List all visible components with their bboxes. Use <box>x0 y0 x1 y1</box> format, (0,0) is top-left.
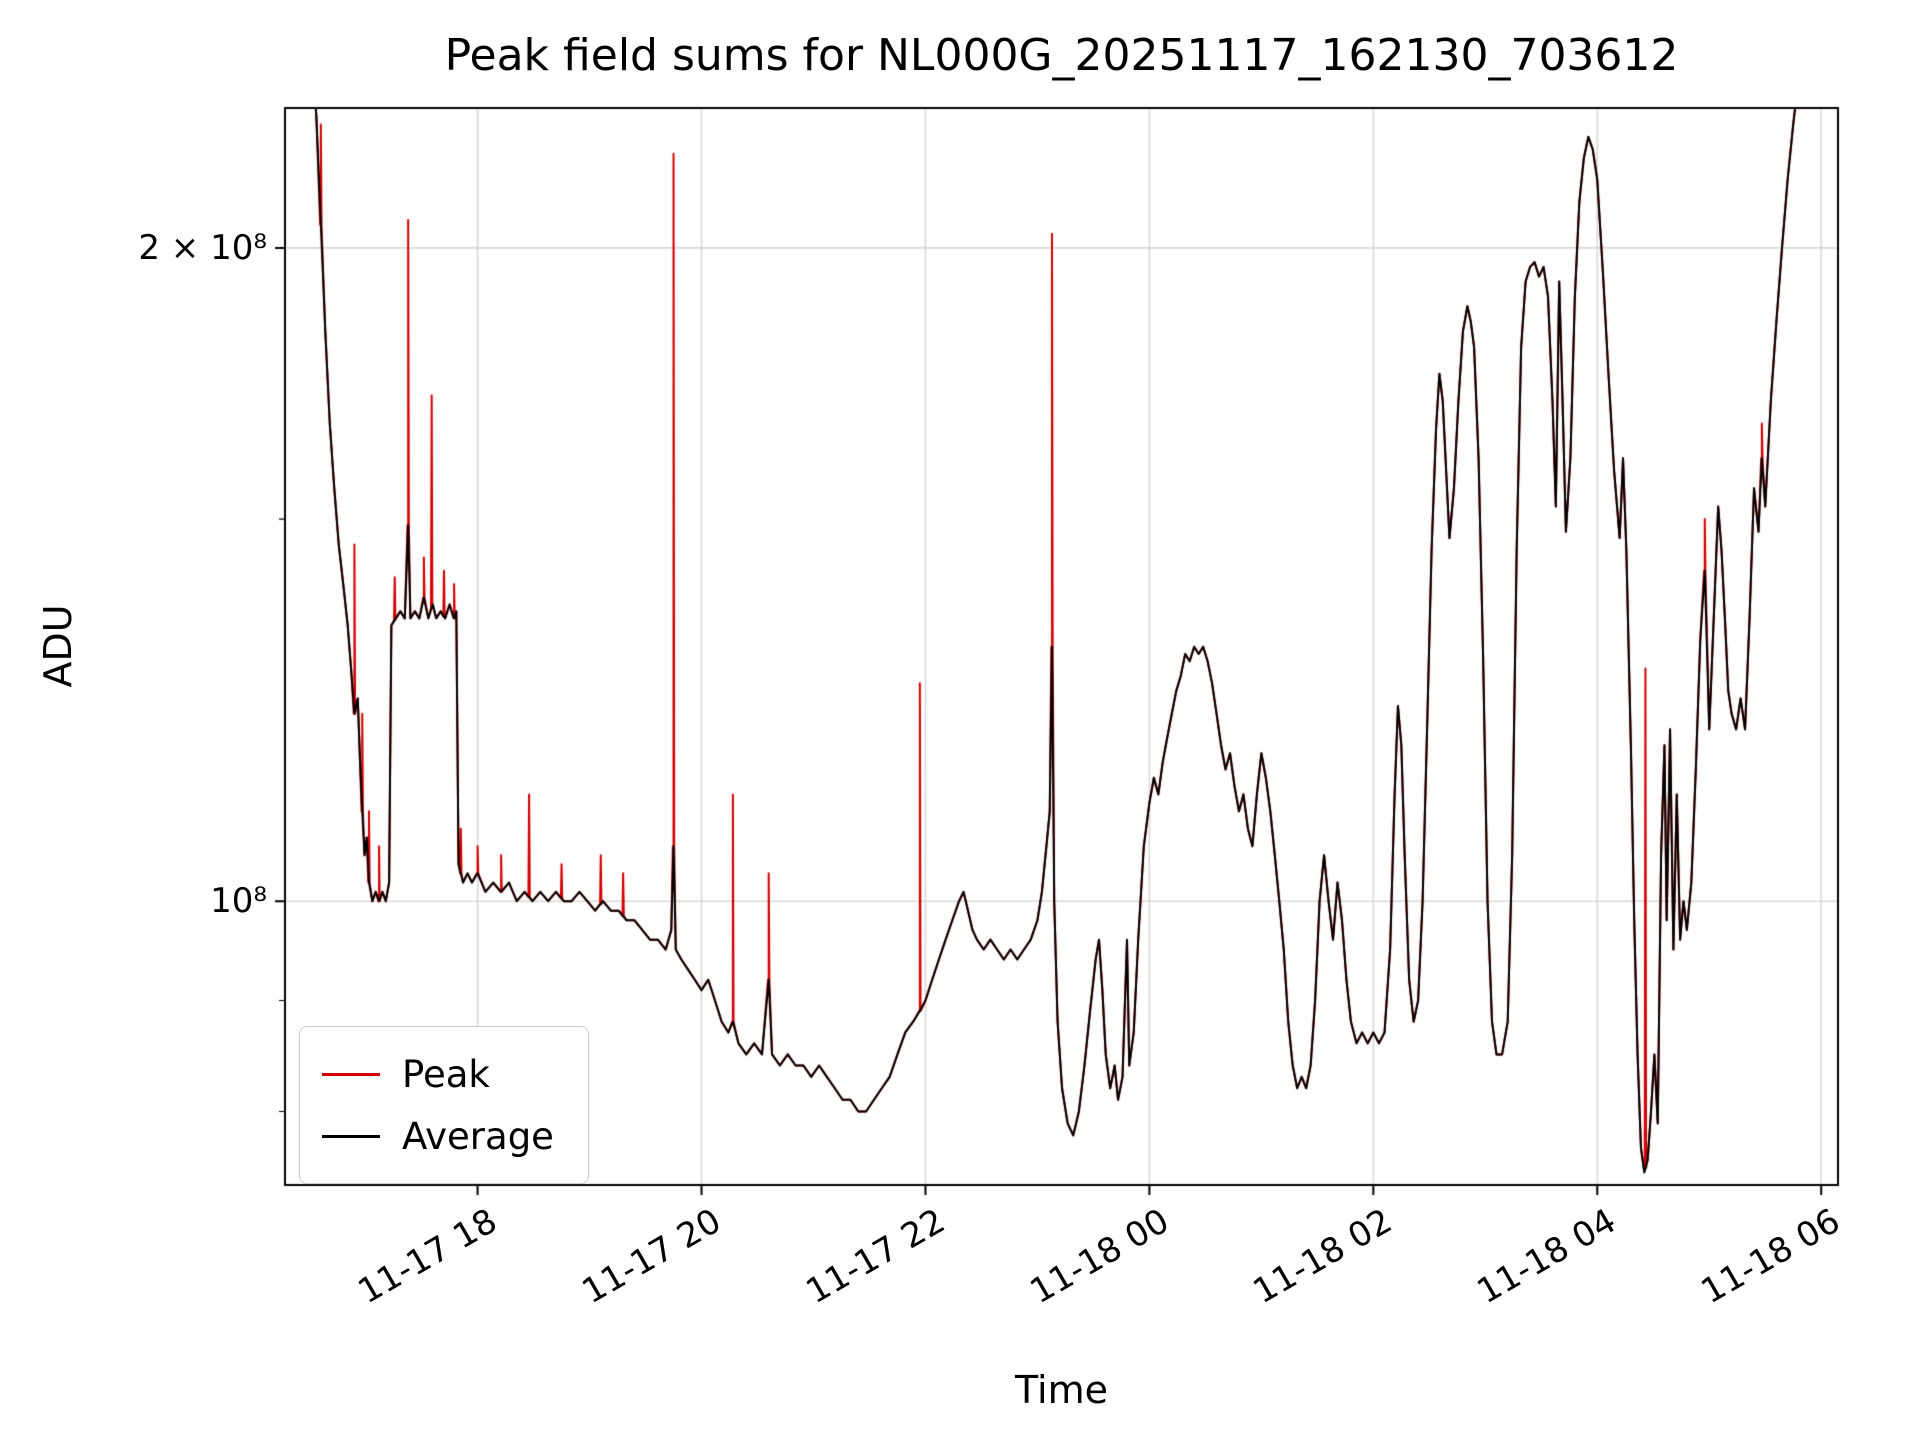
chart-title: Peak field sums for NL000G_20251117_1621… <box>444 30 1679 81</box>
y-tick-label: 10⁸ <box>210 881 267 922</box>
y-axis-label: ADU <box>36 604 80 688</box>
legend-label-average: Average <box>402 1114 554 1158</box>
legend-item-average: Average <box>322 1105 554 1167</box>
y-tick-label: 2 × 10⁸ <box>138 227 267 268</box>
legend-label-peak: Peak <box>402 1052 490 1096</box>
average-line-swatch <box>322 1134 380 1138</box>
x-axis-label: Time <box>1015 1368 1108 1412</box>
legend: Peak Average <box>299 1026 589 1184</box>
peak-line-swatch <box>322 1072 380 1076</box>
legend-item-peak: Peak <box>322 1043 554 1105</box>
